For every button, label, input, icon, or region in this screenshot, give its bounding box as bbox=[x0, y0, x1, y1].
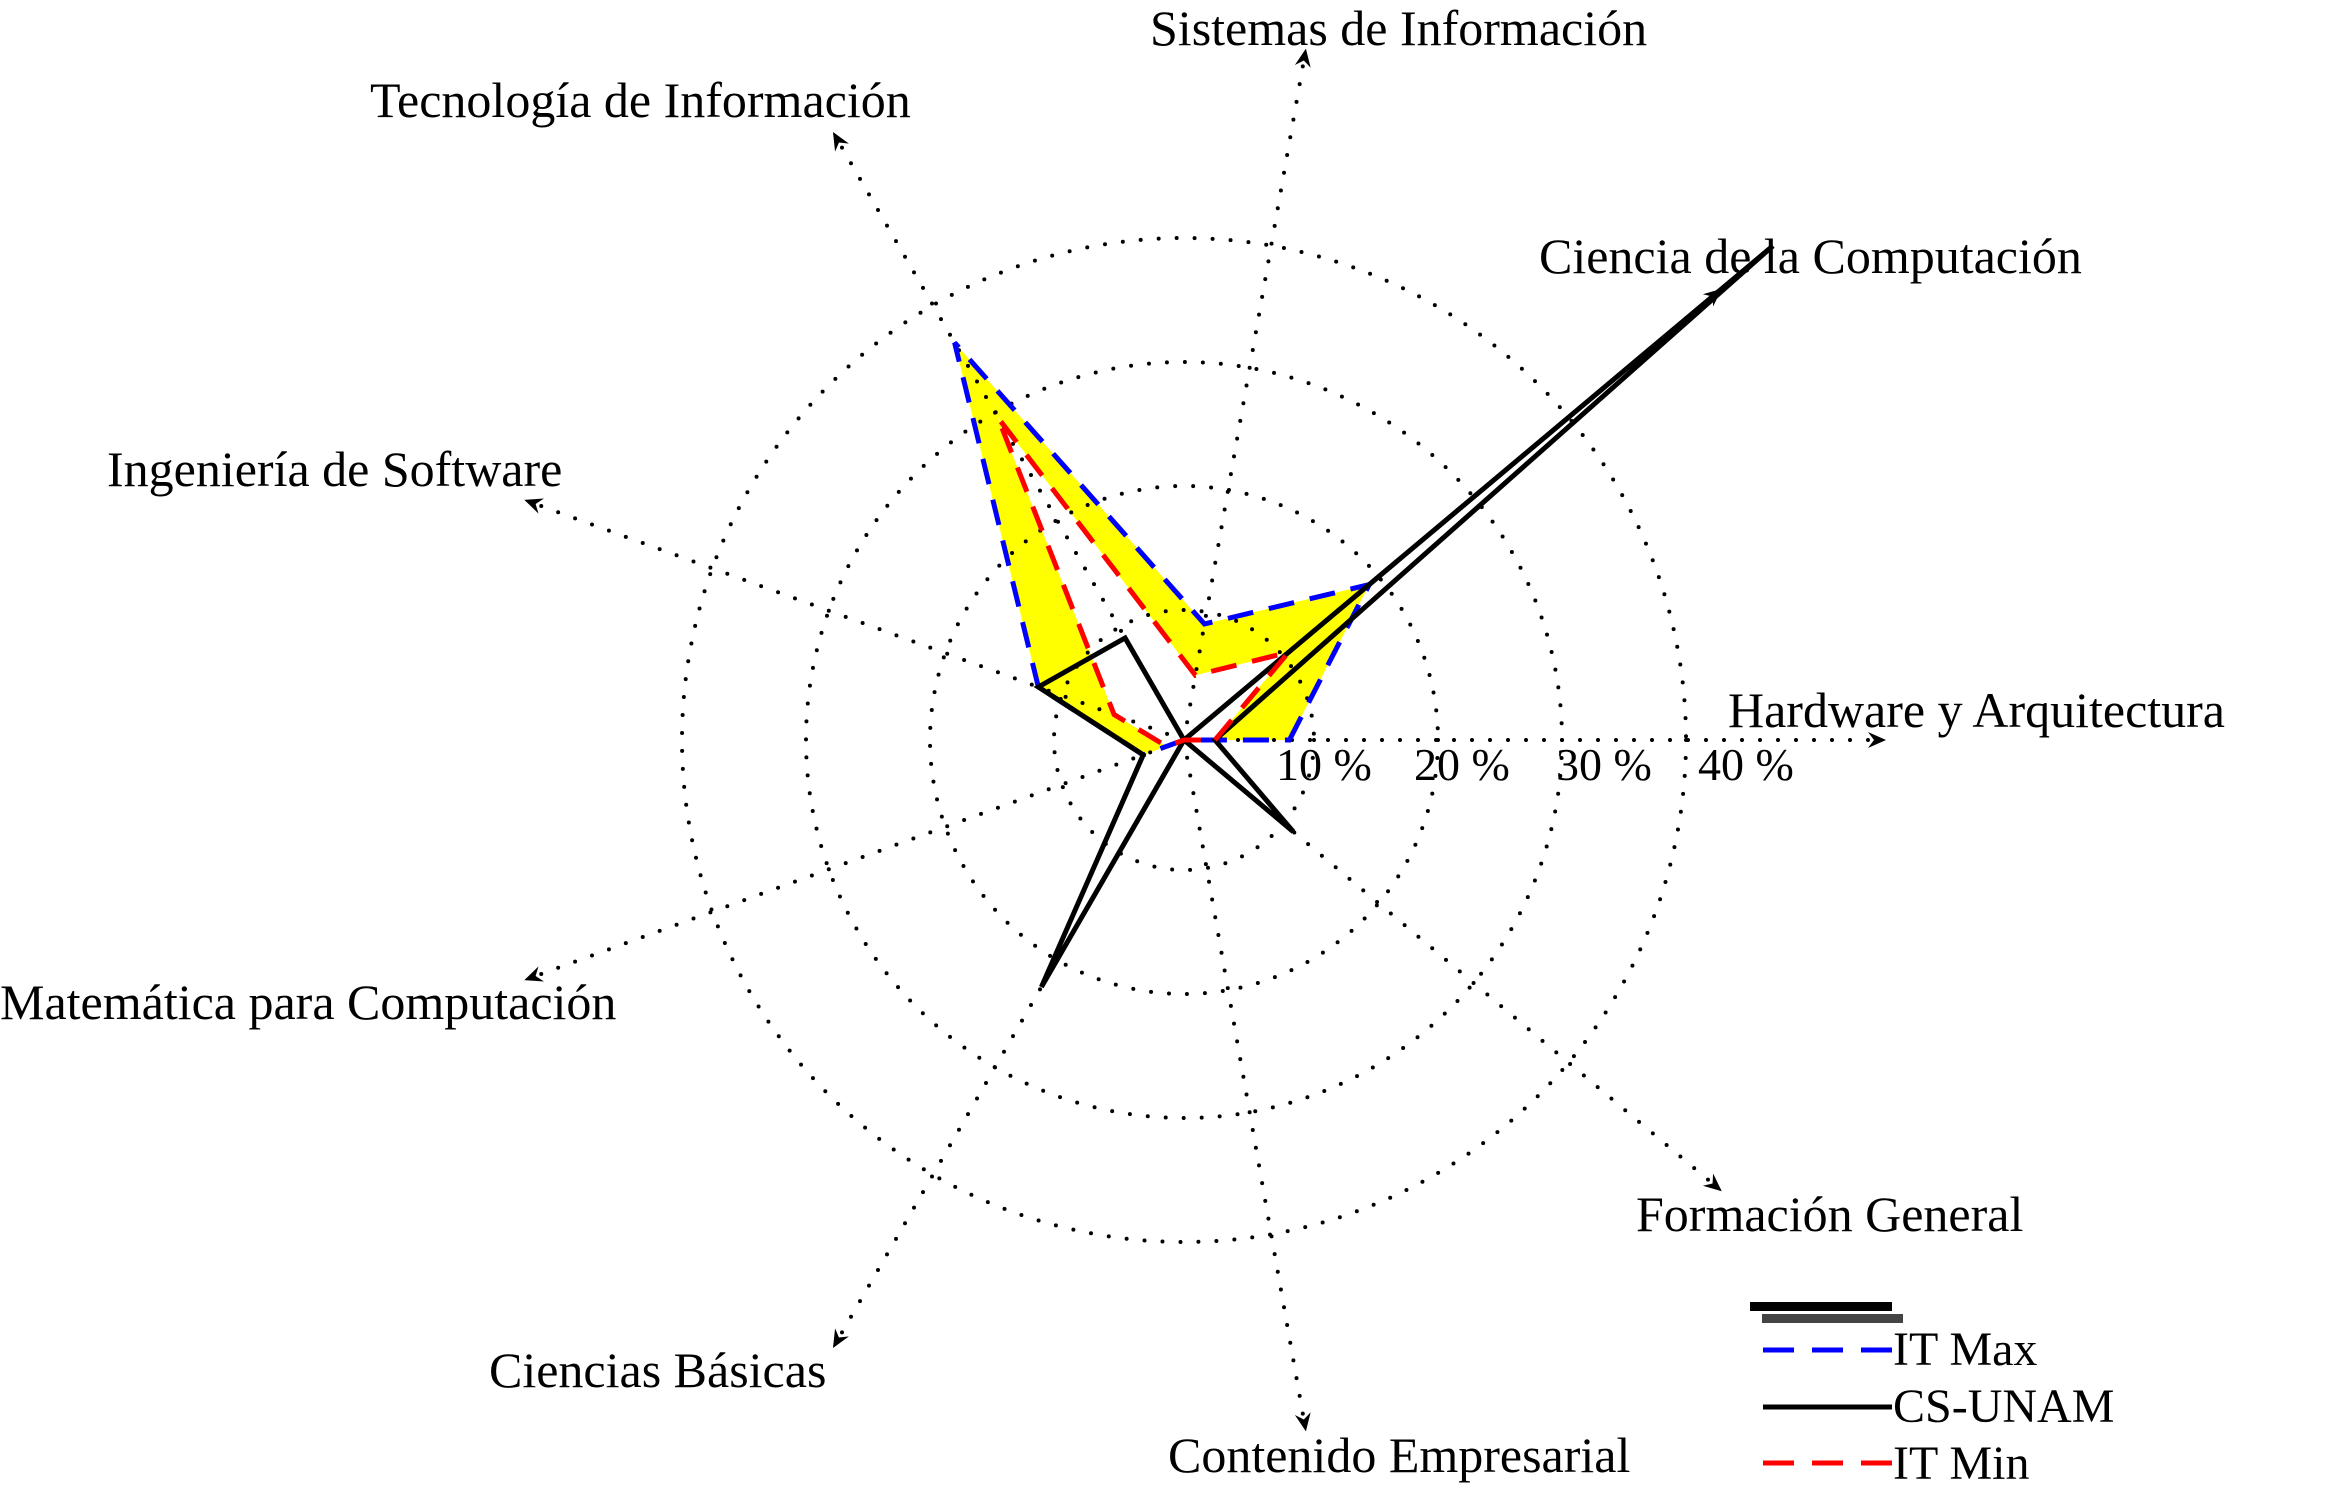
radial-tick-20: 20 % bbox=[1414, 739, 1510, 790]
axis-arrow-4 bbox=[524, 498, 544, 514]
axis-label-ciencias-basicas: Ciencias Básicas bbox=[489, 1342, 827, 1398]
legend-label-it-min: IT Min bbox=[1893, 1437, 2030, 1489]
axis-arrow-6 bbox=[833, 1328, 849, 1348]
axis-label-tecnologia-informacion: Tecnología de Información bbox=[370, 72, 911, 128]
radial-tick-10: 10 % bbox=[1276, 739, 1372, 790]
legend-frame-bar-shadow bbox=[1762, 1314, 1903, 1323]
axis-arrow-2 bbox=[1294, 48, 1311, 68]
axis-label-formacion-general: Formación General bbox=[1636, 1186, 2024, 1242]
fill-band bbox=[954, 342, 1370, 755]
axis-label-matematica: Matemática para Computación bbox=[0, 974, 617, 1030]
axis-label-ciencia-computacion: Ciencia de la Computación bbox=[1539, 228, 2082, 284]
axis-line-7 bbox=[1182, 738, 1308, 1432]
axis-label-contenido-empresarial: Contenido Empresarial bbox=[1168, 1427, 1631, 1483]
axis-arrow-3 bbox=[833, 132, 849, 152]
axis-arrow-7 bbox=[1294, 1412, 1311, 1432]
axis-label-ingenieria-software: Ingeniería de Software bbox=[107, 441, 563, 497]
grid-circle-10 bbox=[1052, 608, 1316, 872]
radial-tick-40: 40 % bbox=[1698, 739, 1794, 790]
axis-arrow-8 bbox=[1702, 1173, 1722, 1192]
legend-frame-bar bbox=[1750, 1302, 1892, 1311]
axis-arrow-5 bbox=[524, 966, 544, 982]
legend-label-it-max: IT Max bbox=[1893, 1323, 2038, 1376]
series-line-it-min bbox=[995, 416, 1296, 750]
axis-line-4 bbox=[524, 498, 1186, 742]
radial-tick-30: 30 % bbox=[1556, 739, 1652, 790]
axis-line-5 bbox=[524, 738, 1186, 982]
series-line-cs-unam bbox=[1033, 243, 1775, 989]
axis-label-hardware: Hardware y Arquitectura bbox=[1728, 682, 2225, 738]
legend-label-cs-unam: CS-UNAM bbox=[1893, 1380, 2115, 1433]
axis-label-sistemas-informacion: Sistemas de Información bbox=[1150, 0, 1648, 56]
